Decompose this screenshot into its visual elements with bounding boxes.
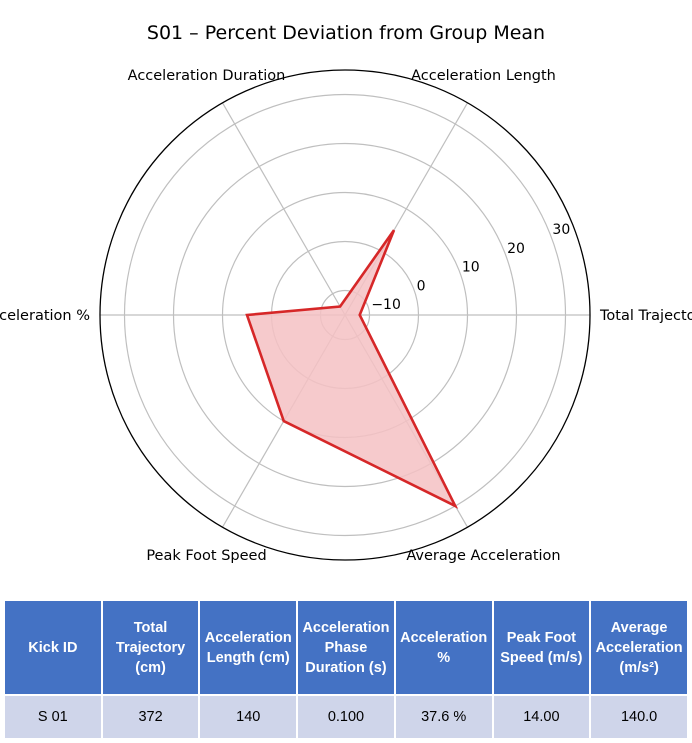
header-peak-foot-speed: Peak Foot Speed (m/s): [491, 599, 592, 696]
grid-spoke: [221, 102, 346, 316]
radial-tick-label: 0: [417, 278, 426, 294]
header-kick-id: Kick ID: [3, 599, 103, 696]
polar-frame: [99, 69, 591, 561]
axis-label: Peak Foot Speed: [146, 548, 266, 564]
header-average-acceleration: Average Acceleration (m/s²): [589, 599, 689, 696]
axis-label: Average Acceleration: [406, 548, 560, 564]
axis-label: Acceleration Duration: [128, 68, 286, 84]
radar-chart: −10 0 10 20 30 Total Trajectory Acceleration L…: [0, 68, 692, 564]
chart-title: S01 – Percent Deviation from Group Mean: [146, 22, 546, 44]
series-polygon: [245, 229, 459, 509]
table-header-row: Kick ID Total Trajectory (cm) Accelerati…: [3, 599, 689, 696]
axis-label: Acceleration Length: [411, 68, 556, 84]
radial-tick-label: −10: [371, 297, 401, 313]
cell-acceleration-phase-duration: 0.100: [296, 694, 396, 740]
table-row: S 01 372 140 0.100 37.6 % 14.00 140.0: [3, 694, 689, 740]
radial-tick-label: 30: [552, 222, 570, 238]
cell-total-trajectory: 372: [100, 694, 201, 740]
cell-average-acceleration: 140.0: [589, 694, 689, 740]
header-total-trajectory: Total Trajectory (cm): [100, 599, 201, 696]
cell-acceleration-percent: 37.6 %: [393, 694, 494, 740]
data-table: Kick ID Total Trajectory (cm) Accelerati…: [3, 599, 689, 740]
header-acceleration-phase-duration: Acceleration Phase Duration (s): [296, 599, 396, 696]
axis-label: Acceleration %: [0, 308, 90, 324]
radial-tick-label: 10: [462, 260, 480, 276]
header-acceleration-percent: Acceleration %: [393, 599, 494, 696]
axis-label: Total Trajectory: [599, 308, 692, 324]
radial-tick-label: 20: [507, 241, 525, 257]
cell-peak-foot-speed: 14.00: [491, 694, 592, 740]
cell-kick-id: S 01: [3, 694, 103, 740]
cell-acceleration-length: 140: [198, 694, 299, 740]
header-acceleration-length: Acceleration Length (cm): [198, 599, 299, 696]
